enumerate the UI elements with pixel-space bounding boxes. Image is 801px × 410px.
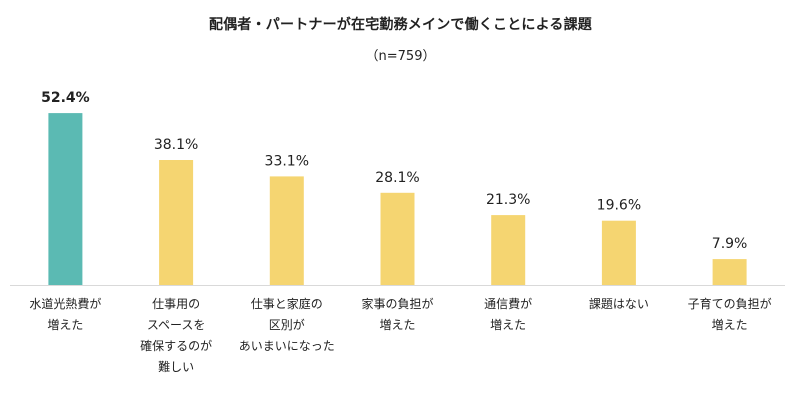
- category-label: 課題はない: [564, 294, 674, 315]
- category-label: 家事の負担が 増えた: [343, 294, 453, 336]
- category-label-line: 難しい: [158, 360, 195, 374]
- category-label-line: 水道光熱費が: [29, 297, 102, 311]
- bar: [159, 160, 194, 285]
- chart-subtitle: （n=759）: [365, 49, 436, 64]
- bar: [48, 113, 83, 285]
- category-label-line: あいまいになった: [238, 339, 335, 353]
- category-label-line: 仕事用の: [152, 297, 201, 311]
- category-label-line: 子育ての負担が: [687, 297, 772, 311]
- category-label: 通信費が 増えた: [453, 294, 563, 336]
- bar-value-label: 7.9%: [712, 236, 748, 252]
- category-label: 仕事用のスペースを確保するのが 難しい: [121, 294, 231, 378]
- category-label-line: 区別が: [268, 318, 305, 332]
- bar-value-label: 33.1%: [265, 153, 309, 169]
- category-label-line: 増えた: [490, 318, 527, 332]
- bar: [491, 215, 526, 285]
- category-label-line: 増えた: [47, 318, 84, 332]
- category-label-line: 増えた: [379, 318, 416, 332]
- bar-value-label: 28.1%: [375, 170, 419, 186]
- category-label-line: 家事の負担が: [361, 297, 434, 311]
- category-label-line: 仕事と家庭の: [250, 297, 323, 311]
- category-label: 仕事と家庭の 区別があいまいになった: [232, 294, 342, 357]
- category-label-line: 確保するのが: [140, 339, 213, 353]
- category-label-line: 増えた: [711, 318, 748, 332]
- bar: [269, 176, 304, 285]
- bar: [712, 259, 747, 285]
- bar-value-label: 21.3%: [486, 192, 530, 208]
- category-label-line: スペースを: [146, 318, 206, 332]
- category-label: 水道光熱費が 増えた: [10, 294, 120, 336]
- bar: [601, 220, 636, 285]
- category-label-line: 通信費が: [484, 297, 533, 311]
- category-label-line: 課題はない: [588, 297, 649, 311]
- chart-title: 配偶者・パートナーが在宅勤務メインで働くことによる課題: [209, 17, 592, 33]
- category-label: 子育ての負担が 増えた: [675, 294, 785, 336]
- bar-value-label: 19.6%: [597, 198, 641, 214]
- bar-value-label: 52.4%: [41, 90, 90, 106]
- bar-value-label: 38.1%: [154, 137, 198, 153]
- bar: [380, 192, 415, 285]
